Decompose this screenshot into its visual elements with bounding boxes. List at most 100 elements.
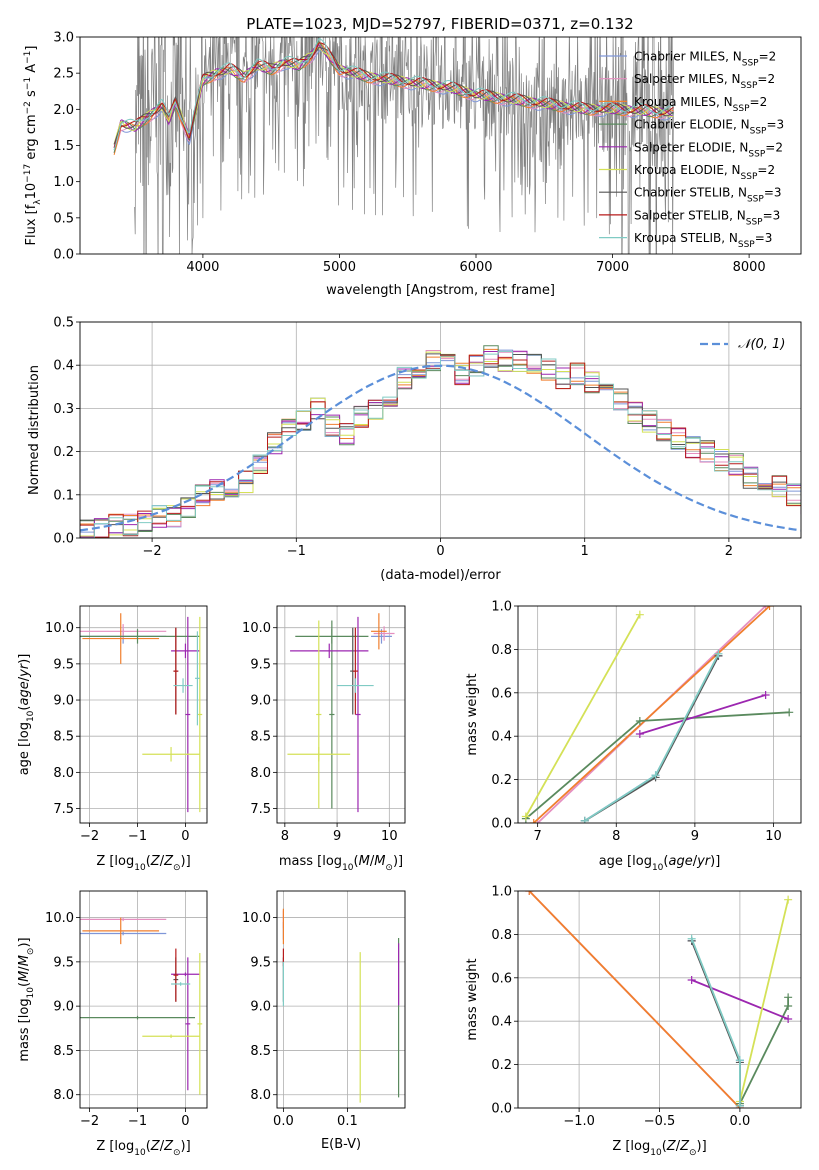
weight-marker — [635, 717, 644, 726]
y-tick-label: 9.0 — [250, 1000, 271, 1015]
weight-marker — [687, 934, 696, 943]
x-axis-label: mass [log10(M/M⊙)] — [279, 854, 403, 873]
weight-line-2 — [533, 606, 771, 823]
panel-age-vs-mass: 8 9 10 7.5 8.0 8.5 9.0 9.5 10.0 mass [log10(M/M⊙)… — [242, 605, 406, 873]
y-axis-label: Normed distribution — [27, 365, 42, 495]
y-tick-label: 7.5 — [250, 802, 271, 817]
y-tick-label: 9.5 — [250, 657, 271, 672]
histogram-4 — [80, 350, 801, 538]
x-tick-label: 7 — [534, 829, 542, 844]
x-tick-label: 1 — [581, 544, 589, 559]
y-tick-label: 8.0 — [250, 766, 271, 781]
weight-marker — [651, 771, 660, 780]
plot-area-mass-vs-Z — [80, 917, 203, 1095]
plot-area-weight-vs-Z — [525, 891, 793, 1108]
legend-label: Chabrier STELIB, NSSP=3 — [634, 186, 782, 205]
y-tick-label: 0.2 — [491, 773, 512, 788]
y-tick-label: 9.0 — [53, 1000, 74, 1015]
x-tick-label: 8 — [612, 829, 620, 844]
y-tick-label: 0.8 — [491, 928, 512, 943]
x-tick-label: 10 — [381, 829, 398, 844]
x-tick-label: −1 — [287, 544, 306, 559]
x-tick-label: −1 — [128, 829, 147, 844]
weight-line-5 — [525, 614, 641, 817]
plot-area-age-vs-mass — [287, 613, 395, 813]
y-tick-label: 10.0 — [45, 911, 74, 926]
weight-line-7 — [584, 653, 720, 822]
x-tick-label: 9 — [691, 829, 699, 844]
x-axis-label: Z [log10(Z/Z⊙)] — [96, 1139, 190, 1158]
weight-line-0 — [584, 655, 720, 822]
weight-marker — [785, 708, 794, 717]
weight-line-0 — [690, 940, 741, 1106]
weight-marker — [784, 895, 793, 904]
data-spectrum-line — [134, 37, 675, 254]
weight-marker — [635, 730, 644, 739]
x-tick-label: −1 — [128, 1114, 147, 1129]
y-tick-label: 0.0 — [491, 1102, 512, 1117]
x-tick-label: 2 — [725, 544, 733, 559]
y-tick-label: 0.4 — [491, 1015, 512, 1030]
weight-line-4 — [639, 694, 766, 735]
axes-frame — [79, 36, 802, 255]
weight-marker — [784, 993, 793, 1002]
x-tick-label: 5000 — [323, 260, 356, 275]
y-tick-label: 0.4 — [53, 359, 74, 374]
x-tick-label: −2 — [143, 544, 162, 559]
y-tick-label: 9.0 — [250, 694, 271, 709]
x-tick-label: 9 — [333, 829, 341, 844]
x-tick-label: 4000 — [186, 260, 219, 275]
y-tick-label: 1.0 — [53, 175, 74, 190]
y-axis-label: mass weight — [465, 673, 480, 755]
gaussian-curve — [80, 364, 801, 532]
x-tick-label: 7000 — [596, 260, 629, 275]
histogram-5 — [80, 351, 801, 538]
x-tick-label: 0 — [436, 544, 444, 559]
y-tick-label: 9.5 — [53, 657, 74, 672]
y-axis-label: Flux [fλ10−17 erg cm−2 s−1 A−1] — [23, 46, 43, 246]
x-axis-label: (data-model)/error — [380, 568, 501, 583]
x-axis-label: Z [log10(Z/Z⊙)] — [612, 1139, 706, 1158]
weight-marker — [525, 891, 534, 895]
legend-label: Kroupa ELODIE, NSSP=2 — [634, 163, 775, 182]
y-tick-label: 0.1 — [53, 488, 74, 503]
legend-label: Salpeter ELODIE, NSSP=2 — [634, 140, 783, 159]
histogram-7 — [80, 354, 801, 538]
y-tick-label: 2.5 — [53, 67, 74, 82]
weight-line-7 — [690, 938, 741, 1106]
y-axis-label: mass weight — [465, 958, 480, 1040]
x-tick-label: −0.5 — [644, 1114, 676, 1129]
y-tick-label: 0.6 — [491, 686, 512, 701]
y-tick-label: 9.5 — [53, 955, 74, 970]
x-axis-label: Z [log10(Z/Z⊙)] — [96, 854, 190, 873]
y-tick-label: 8.0 — [53, 766, 74, 781]
x-tick-label: 0.0 — [273, 1114, 294, 1129]
y-tick-label: 0.0 — [53, 532, 74, 547]
panel-spectrum: 4000 5000 6000 7000 8000 0.0 0.5 1.0 1.5 2.0 2.5 3.… — [23, 31, 802, 298]
y-tick-label: 8.5 — [250, 1044, 271, 1059]
weight-marker — [784, 1002, 793, 1011]
weight-marker — [735, 1101, 744, 1108]
weight-marker — [735, 1056, 744, 1065]
axes-frame — [79, 605, 208, 824]
y-tick-label: 1.0 — [491, 885, 512, 900]
panel-weight-vs-Z: −1.0 −0.5 0.0 0.0 0.2 0.4 0.6 0.8 1.0 Z [log10(Z/… — [465, 885, 802, 1158]
y-tick-label: 0.0 — [53, 248, 74, 263]
weight-line-3 — [739, 997, 789, 1105]
weight-marker — [687, 975, 696, 984]
chart-layer: 4000 5000 6000 7000 80000.00.51.01.52.02.53.… — [17, 31, 802, 1158]
histogram-0 — [80, 349, 801, 534]
x-tick-label: 8 — [281, 829, 289, 844]
y-tick-label: 0.8 — [491, 643, 512, 658]
model-spectrum-6 — [113, 46, 674, 145]
panel-mass-vs-EBV: 0.0 0.1 8.0 8.5 9.0 9.5 10.0 E(B-V) — [242, 890, 406, 1152]
legend-label: Kroupa MILES, NSSP=2 — [634, 95, 767, 114]
y-tick-label: 2.0 — [53, 103, 74, 118]
y-tick-label: 9.5 — [250, 955, 271, 970]
y-tick-label: 9.0 — [53, 694, 74, 709]
legend-label: Chabrier ELODIE, NSSP=3 — [634, 118, 784, 137]
y-tick-label: 8.0 — [250, 1088, 271, 1103]
y-tick-label: 0.2 — [491, 1058, 512, 1073]
x-axis-label: E(B-V) — [321, 1137, 361, 1152]
x-axis-label: age [log10(age/yr)] — [599, 854, 721, 873]
